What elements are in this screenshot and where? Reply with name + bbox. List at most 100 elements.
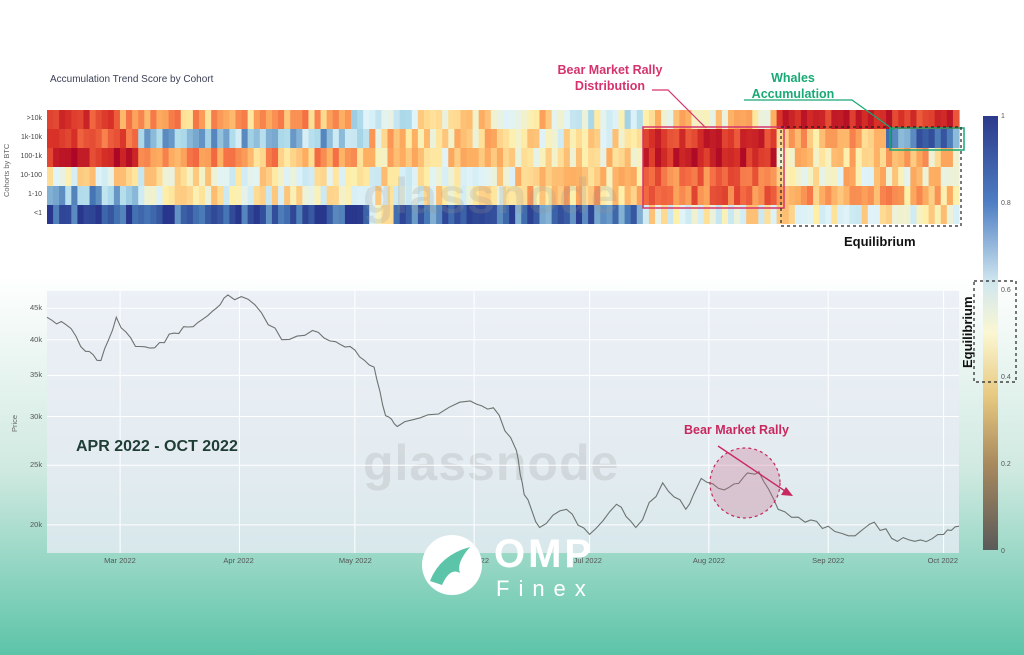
heatmap-cell xyxy=(873,110,881,129)
heatmap-cell xyxy=(138,129,145,148)
heatmap-cell xyxy=(527,186,534,205)
heatmap-cell xyxy=(892,148,899,167)
heatmap-cell xyxy=(59,110,66,129)
heatmap-cell xyxy=(369,148,376,167)
heatmap-cell xyxy=(490,167,498,186)
heatmap-cell xyxy=(898,148,905,167)
heatmap-cell xyxy=(320,167,328,186)
heatmap-cell xyxy=(101,129,109,148)
heatmap-cell xyxy=(746,129,753,148)
heatmap-cell xyxy=(916,186,924,205)
heatmap-cell xyxy=(721,148,729,167)
heatmap-cell xyxy=(849,110,857,129)
heatmap-cell xyxy=(600,167,607,186)
heatmap-cell xyxy=(89,148,97,167)
heatmap-cell xyxy=(910,129,918,148)
heatmap-cell xyxy=(417,110,425,129)
heatmap-cell xyxy=(898,167,905,186)
heatmap-cell xyxy=(788,110,796,129)
heatmap-cell xyxy=(503,129,510,148)
heatmap-cell xyxy=(192,167,200,186)
heatmap-cell xyxy=(399,205,407,224)
heatmap-title: Accumulation Trend Score by Cohort xyxy=(50,74,214,85)
heatmap-cell xyxy=(59,148,66,167)
heatmap-cell xyxy=(758,186,766,205)
heatmap-cell xyxy=(746,167,753,186)
heatmap-cell xyxy=(843,167,851,186)
heatmap-cell xyxy=(186,129,194,148)
heatmap-cell xyxy=(247,110,255,129)
heatmap-cell xyxy=(405,186,413,205)
heatmap-cell xyxy=(150,148,158,167)
heatmap-cell xyxy=(515,186,522,205)
heatmap-cell xyxy=(387,167,395,186)
heatmap-cell xyxy=(162,110,170,129)
heatmap-cell xyxy=(715,110,723,129)
heatmap-cell xyxy=(679,129,686,148)
heatmap-cell xyxy=(618,186,626,205)
price-y-tick: 35k xyxy=(30,370,43,380)
heatmap-cell xyxy=(636,186,644,205)
heatmap-cell xyxy=(363,186,370,205)
heatmap-cell xyxy=(727,186,735,205)
heatmap-cell xyxy=(180,186,188,205)
heatmap-cell xyxy=(758,110,766,129)
price-line xyxy=(46,294,960,543)
heatmap-cell xyxy=(235,167,243,186)
heatmap-cell xyxy=(460,205,468,224)
heatmap-cell xyxy=(551,129,559,148)
heatmap-cell xyxy=(217,148,224,167)
cohort-label: 1-10 xyxy=(27,191,42,198)
heatmap-cell xyxy=(144,186,151,205)
heatmap-cell xyxy=(685,186,693,205)
heatmap-cell xyxy=(77,129,85,148)
heatmap-cell xyxy=(180,148,188,167)
heatmap-cell xyxy=(241,110,249,129)
heatmap-cell xyxy=(126,110,133,129)
heatmap-cell xyxy=(940,167,948,186)
heatmap-cell xyxy=(794,167,802,186)
heatmap-cell xyxy=(624,148,632,167)
heatmap-cell xyxy=(594,167,601,186)
heatmap-cell xyxy=(618,205,626,224)
heatmap-cell xyxy=(709,205,717,224)
heatmap-cell xyxy=(83,205,91,224)
heatmap-cell xyxy=(776,167,784,186)
heatmap-cell xyxy=(782,129,790,148)
heatmap-cell xyxy=(168,129,176,148)
heatmap-cell xyxy=(284,148,291,167)
heatmap-cell xyxy=(138,186,145,205)
heatmap-cell xyxy=(83,167,91,186)
heatmap-cell xyxy=(800,205,808,224)
heatmap-cell xyxy=(800,129,808,148)
heatmap-cell xyxy=(673,110,680,129)
heatmap-cell xyxy=(648,167,656,186)
heatmap-cell xyxy=(411,110,419,129)
heatmap-cell xyxy=(910,186,918,205)
heatmap-cell xyxy=(417,167,425,186)
heatmap-cell xyxy=(764,167,772,186)
heatmap-cell xyxy=(922,186,930,205)
heatmap-cell xyxy=(484,110,492,129)
heatmap-cell xyxy=(89,205,97,224)
heatmap-cell xyxy=(265,129,273,148)
heatmap-cell xyxy=(156,205,164,224)
heatmap-cell xyxy=(661,110,668,129)
heatmap-cell xyxy=(740,186,747,205)
colorbar xyxy=(983,116,998,550)
heatmap-cell xyxy=(271,129,279,148)
heatmap-cell xyxy=(363,205,370,224)
heatmap-cell xyxy=(539,167,547,186)
heatmap-cell xyxy=(59,186,66,205)
heatmap-cell xyxy=(746,110,753,129)
heatmap-cell xyxy=(916,110,924,129)
heatmap-cell xyxy=(381,186,389,205)
heatmap-cell xyxy=(624,167,632,186)
heatmap-cell xyxy=(466,186,474,205)
heatmap-cell xyxy=(132,148,139,167)
heatmap-cell xyxy=(95,186,103,205)
heatmap-cell xyxy=(156,148,164,167)
heatmap-cell xyxy=(126,205,133,224)
heatmap-cell xyxy=(545,186,553,205)
heatmap-cell xyxy=(351,148,358,167)
